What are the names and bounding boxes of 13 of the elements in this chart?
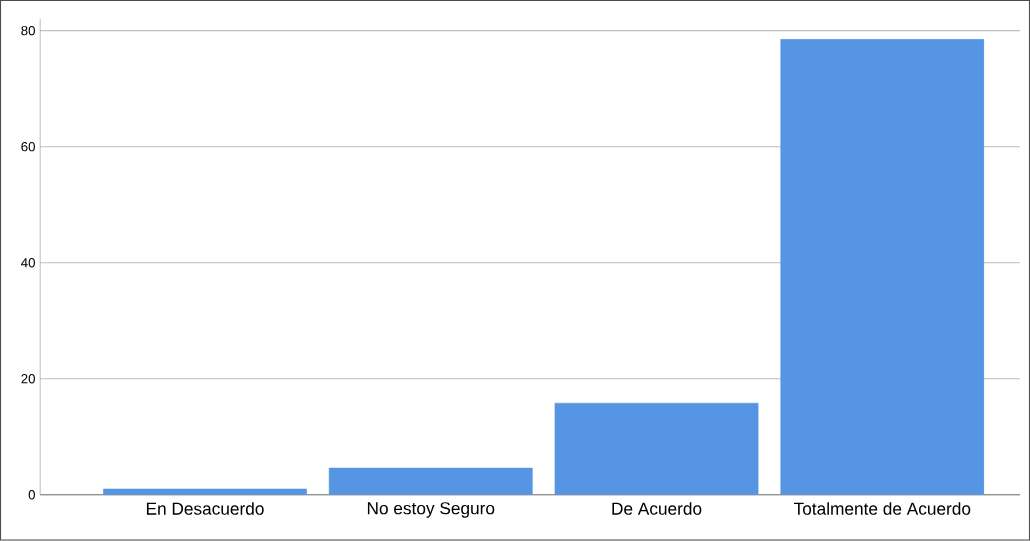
y-tick-label: 0	[28, 490, 35, 500]
bar	[780, 39, 985, 495]
y-tick-label: 40	[21, 258, 35, 268]
x-tick-label: No estoy Seguro	[367, 502, 495, 518]
bar	[554, 403, 759, 495]
x-tick-label: En Desacuerdo	[146, 502, 264, 515]
x-tick-label: Totalmente de Acuerdo	[794, 502, 971, 515]
bar	[103, 488, 307, 495]
x-tick-label: De Acuerdo	[612, 502, 702, 515]
y-tick-label: 80	[21, 26, 35, 36]
y-tick-label: 60	[21, 142, 35, 152]
y-tick-label: 20	[21, 374, 35, 384]
bar	[328, 468, 533, 495]
